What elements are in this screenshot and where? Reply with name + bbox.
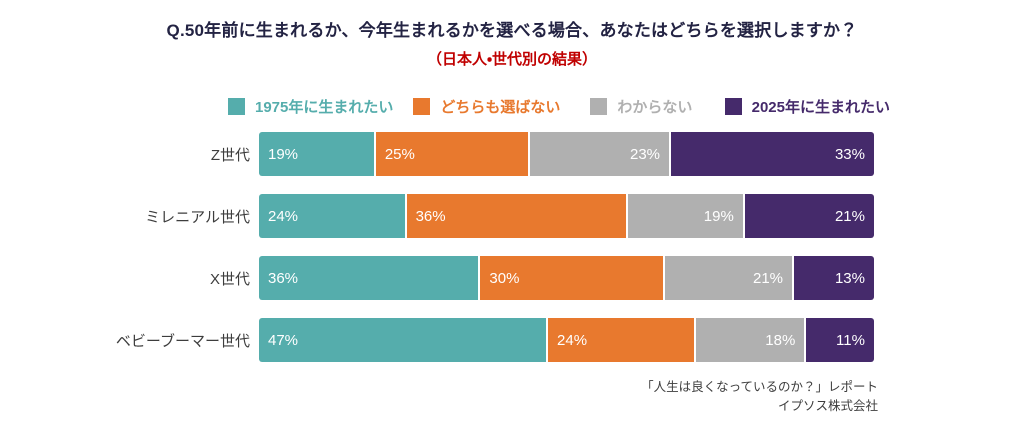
segment-value-label: 21% — [834, 207, 865, 225]
bar-segment: 25% — [375, 132, 530, 176]
legend-item-3: 2025年に生まれたい — [724, 96, 890, 117]
category-label: X世代 — [209, 270, 250, 288]
segment-value-label: 36% — [415, 207, 446, 225]
legend-label: どちらも選ばない — [440, 98, 561, 116]
bar-segment: 24% — [259, 194, 407, 238]
legend-item-2: わからない — [590, 96, 692, 117]
category-label: ベビーブーマー世代 — [115, 332, 250, 350]
bar-segment: 24% — [548, 318, 696, 362]
bar-segment: 18% — [695, 318, 807, 362]
segment-value-label: 13% — [834, 269, 865, 287]
segment-value-label: 47% — [268, 331, 299, 349]
bar-segment: 33% — [671, 132, 874, 176]
segment-value-label: 11% — [836, 331, 865, 349]
segment-value-label: 19% — [703, 207, 734, 225]
bar-track: 47% 24% 18% 11% — [259, 318, 874, 362]
segment-value-label: 30% — [489, 269, 520, 287]
legend-item-0: 1975年に生まれたい — [228, 96, 393, 117]
bar-track: 24% 36% 19% 21% — [259, 194, 874, 238]
bar-segment: 19% — [259, 132, 376, 176]
bar-segment: 23% — [529, 132, 672, 176]
bar-segment: 13% — [794, 256, 874, 300]
legend-item-1: どちらも選ばない — [413, 96, 560, 117]
source-line-2: イプソス株式会社 — [777, 398, 878, 413]
bar-segment: 21% — [664, 256, 795, 300]
segment-value-label: 21% — [753, 269, 784, 287]
legend-swatch-icon — [413, 97, 431, 115]
source-note: 「人生は良くなっているのか？」レポート イプソス株式会社 — [641, 378, 878, 416]
bar-segment: 19% — [627, 194, 745, 238]
bar-row: Z世代 19% 25% 23% 33% — [0, 132, 1024, 176]
segment-value-label: 24% — [268, 207, 299, 225]
bar-row: ミレニアル世代 24% 36% 19% 21% — [0, 194, 1024, 238]
bar-segment: 36% — [259, 256, 481, 300]
bar-segment: 30% — [480, 256, 665, 300]
source-line-1: 「人生は良くなっているのか？」レポート — [641, 380, 878, 394]
stacked-bar-chart: Z世代 19% 25% 23% 33% ミレニアル世代 24% 36% 19% 21% X世代 36%… — [0, 132, 1024, 362]
category-label: ミレニアル世代 — [145, 208, 250, 226]
segment-value-label: 36% — [268, 269, 299, 287]
bar-segment: 21% — [744, 194, 874, 238]
legend-swatch-icon — [724, 97, 742, 115]
segment-value-label: 33% — [834, 145, 865, 163]
bar-track: 19% 25% 23% 33% — [259, 132, 874, 176]
bar-row: ベビーブーマー世代 47% 24% 18% 11% — [0, 318, 1024, 362]
segment-value-label: 24% — [557, 331, 588, 349]
bar-track: 36% 30% 21% 13% — [259, 256, 874, 300]
bar-row: X世代 36% 30% 21% 13% — [0, 256, 1024, 300]
legend-label: わからない — [617, 98, 693, 116]
legend-label: 1975年に生まれたい — [255, 98, 394, 116]
bar-segment: 11% — [806, 318, 874, 362]
bar-segment: 36% — [406, 194, 628, 238]
legend-label: 2025年に生まれたい — [751, 98, 890, 116]
chart-subtitle: （日本人・世代別の結果） — [426, 51, 598, 68]
legend: 1975年に生まれたい どちらも選ばない わからない 2025年に生まれたい — [228, 96, 890, 116]
legend-swatch-icon — [590, 97, 608, 115]
segment-value-label: 25% — [384, 145, 415, 163]
bar-segment: 47% — [259, 318, 549, 362]
category-label: Z世代 — [210, 146, 250, 164]
legend-swatch-icon — [228, 97, 245, 115]
segment-value-label: 23% — [630, 145, 661, 163]
chart-title: Q.50年前に生まれるか、今年生まれるかを選べる場合、あなたはどちらを選択します… — [166, 21, 858, 40]
segment-value-label: 18% — [765, 331, 796, 349]
segment-value-label: 19% — [268, 145, 299, 163]
